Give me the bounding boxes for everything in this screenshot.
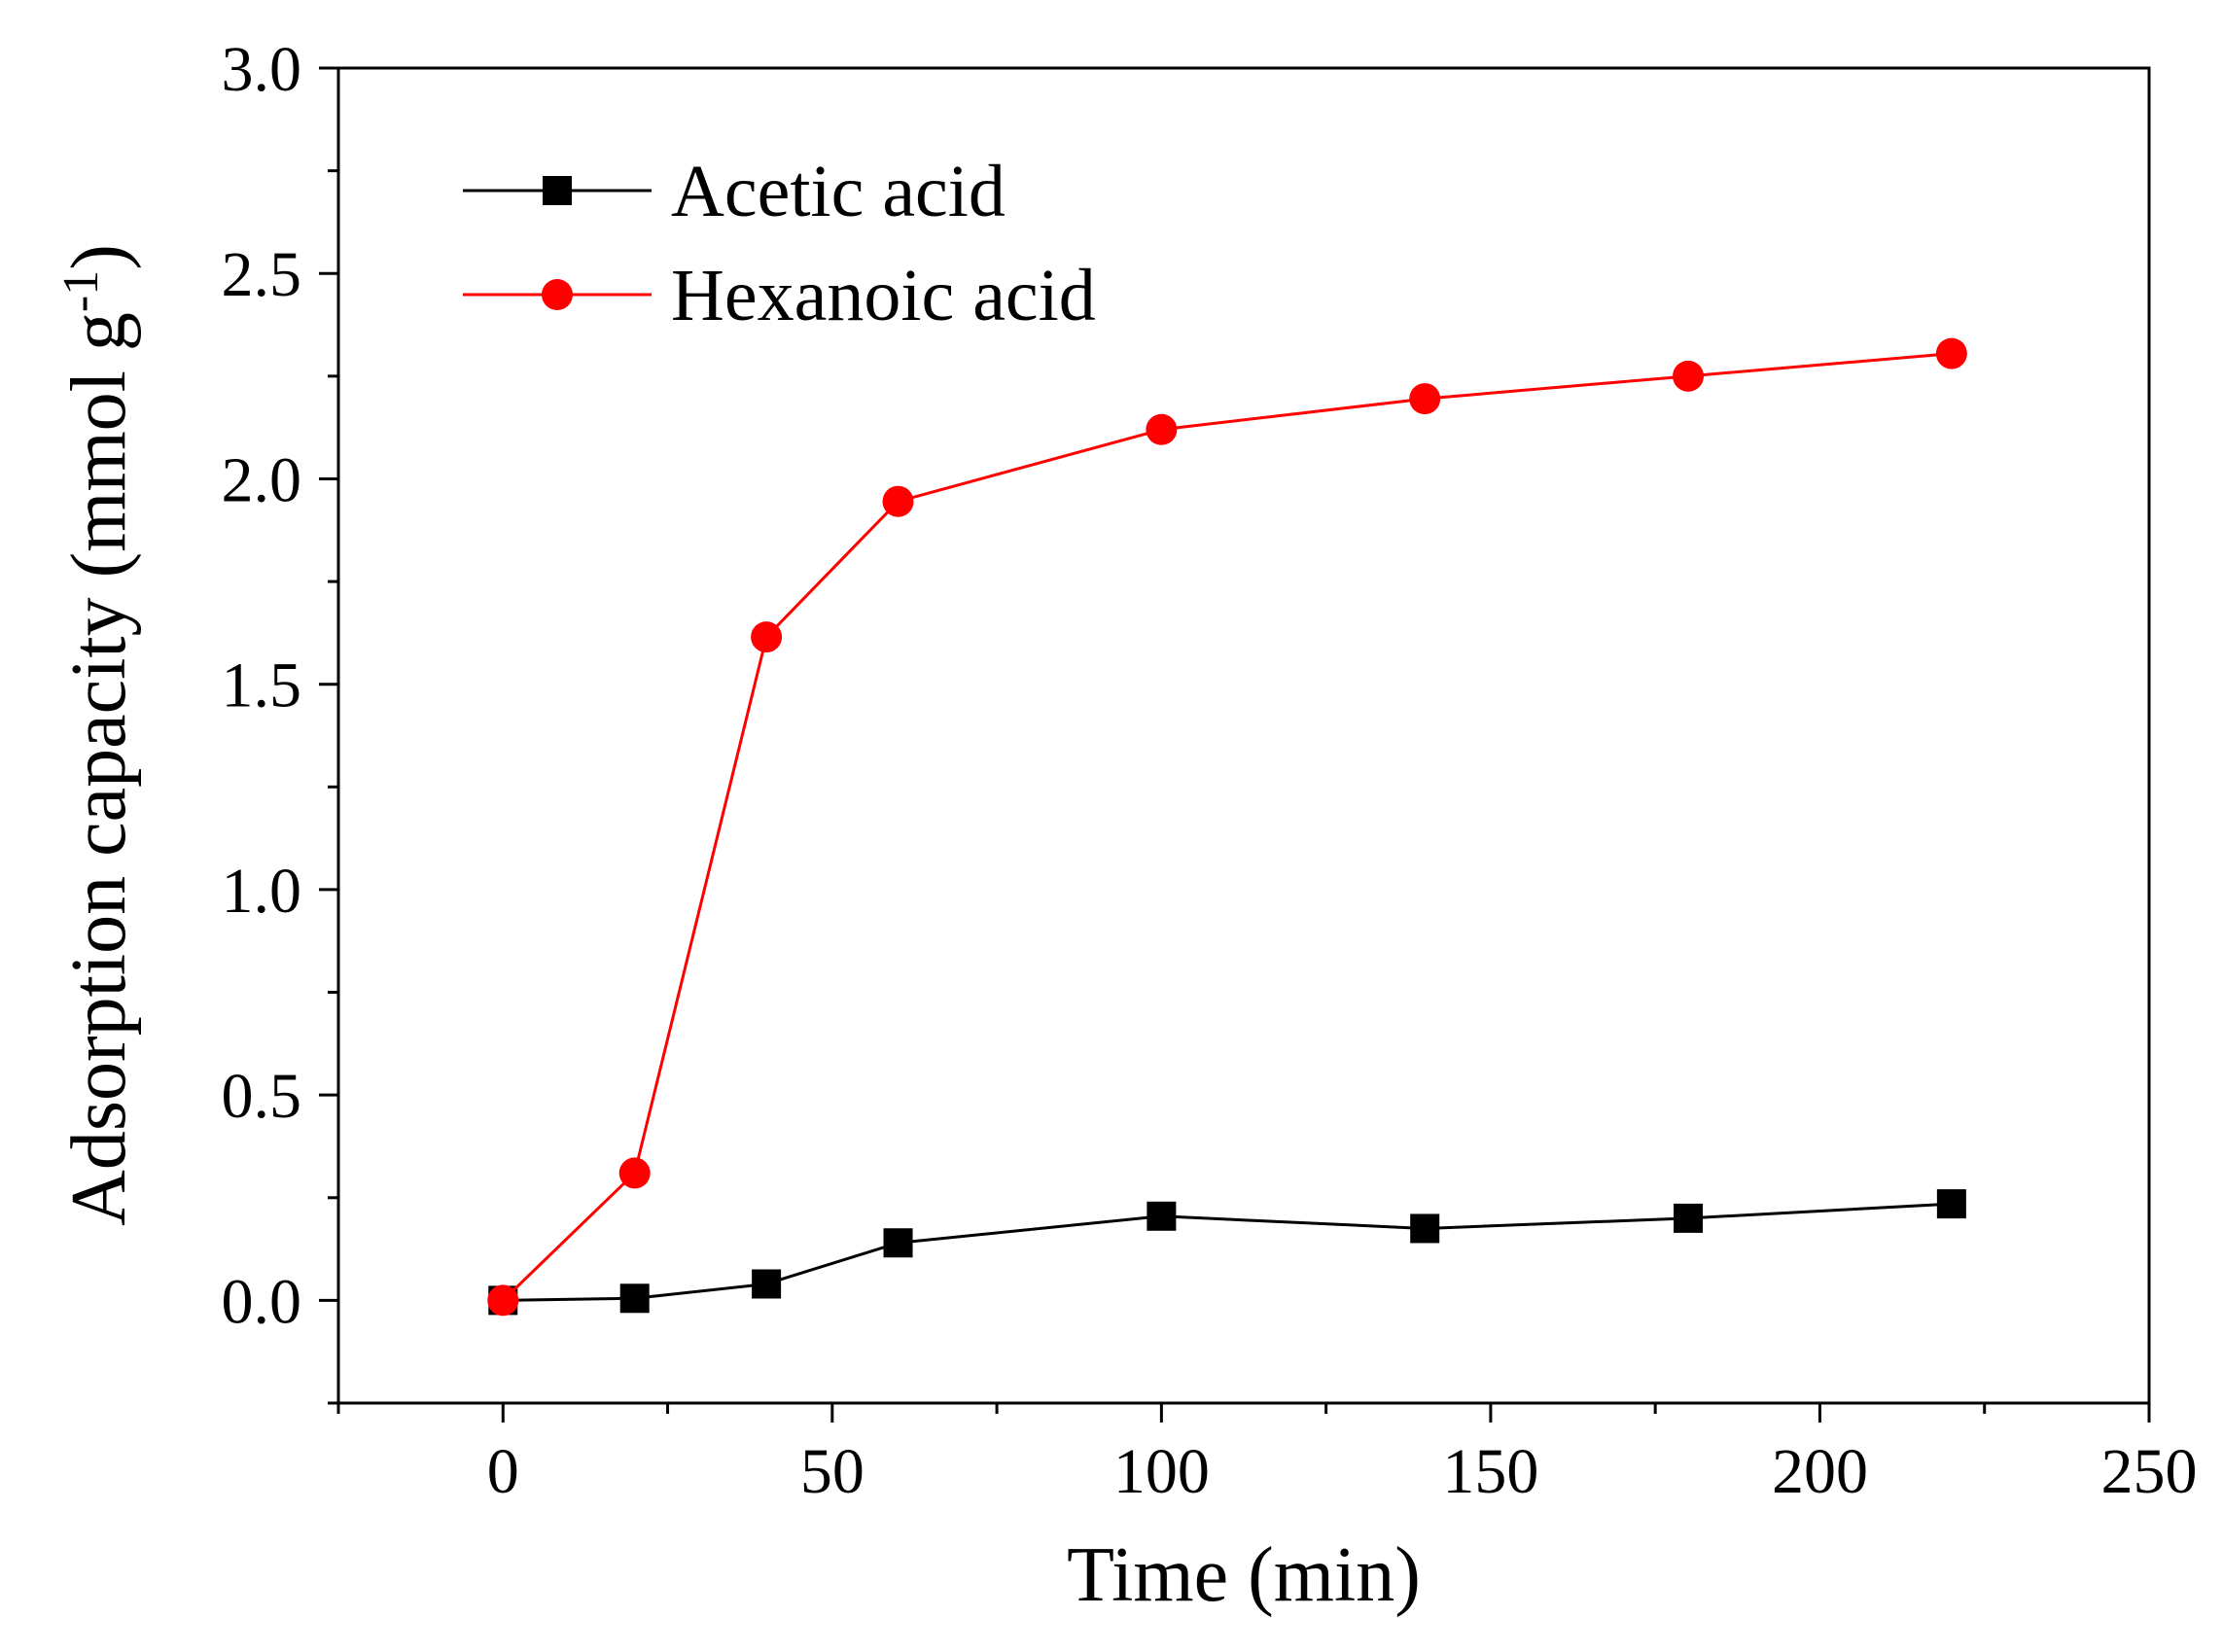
data-point: [883, 1228, 913, 1258]
y-tick-labels: 0.0 0.5 1.0 1.5 2.0 2.5 3.0: [222, 34, 302, 1337]
data-point: [1409, 383, 1441, 415]
x-tick-labels: 0 50 100 150 200 250: [487, 1436, 2198, 1507]
data-point: [1935, 337, 1967, 369]
data-point: [618, 1157, 651, 1189]
legend-marker-hexanoic: [542, 279, 573, 310]
legend-marker-acetic: [543, 176, 572, 205]
y-axis-title-close: ): [56, 244, 142, 270]
axis-ticks: [319, 66, 2151, 1423]
legend: Acetic acid Hexanoic acid: [463, 151, 1096, 336]
x-tick-label: 100: [1113, 1436, 1210, 1507]
y-tick-label: 3.0: [222, 34, 302, 105]
data-point: [1936, 1189, 1966, 1219]
series-line: [503, 1202, 1952, 1302]
y-axis-title: Adsorption capacity (mmol g-1): [53, 244, 142, 1226]
data-point: [1146, 413, 1178, 445]
y-tick-label: 0.0: [222, 1266, 302, 1337]
plot-frame: [336, 66, 2151, 1405]
series-hexanoic-acid: [487, 337, 1967, 1317]
legend-label-acetic: Acetic acid: [671, 151, 1006, 232]
legend-label-hexanoic: Hexanoic acid: [671, 255, 1096, 336]
data-point: [1410, 1213, 1440, 1244]
x-tick-label: 50: [800, 1436, 864, 1507]
y-tick-label: 1.5: [222, 650, 302, 721]
y-tick-label: 2.5: [222, 239, 302, 310]
data-point: [619, 1283, 650, 1314]
y-tick-label: 2.0: [222, 444, 302, 515]
data-point: [751, 621, 783, 653]
x-tick-label: 250: [2101, 1436, 2198, 1507]
x-axis-title: Time (min): [1067, 1532, 1421, 1618]
y-axis-title-superscript: -1: [53, 270, 109, 312]
data-point: [1147, 1201, 1177, 1231]
y-tick-label: 1.0: [222, 856, 302, 927]
x-tick-label: 150: [1442, 1436, 1538, 1507]
series-line: [502, 352, 1953, 1302]
x-tick-label: 0: [487, 1436, 519, 1507]
x-tick-label: 200: [1772, 1436, 1868, 1507]
data-point: [487, 1284, 519, 1317]
data-point: [1673, 360, 1705, 392]
series-acetic-acid: [488, 1189, 1966, 1316]
y-axis-title-main: Adsorption capacity (mmol g: [56, 312, 142, 1226]
y-tick-label: 0.5: [222, 1061, 302, 1132]
data-point: [882, 485, 914, 517]
data-point: [1674, 1203, 1704, 1233]
series-layer: [487, 337, 1967, 1317]
data-point: [752, 1269, 782, 1299]
